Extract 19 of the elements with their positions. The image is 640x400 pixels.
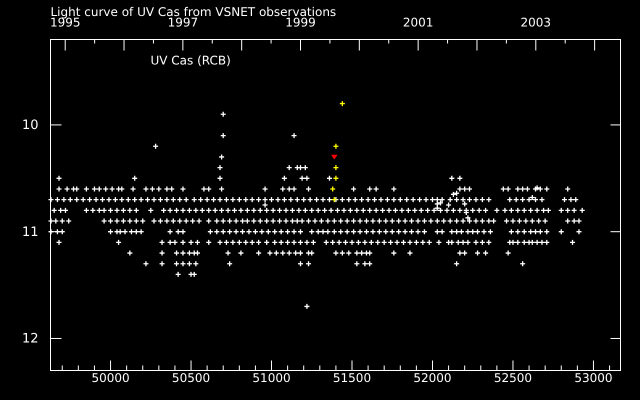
x-tick-label: 50000 [91, 371, 130, 386]
y-tick-label: 11 [22, 224, 38, 240]
y-tick-label: 12 [22, 332, 38, 347]
point [330, 186, 336, 192]
point [331, 154, 338, 160]
point [332, 164, 340, 171]
point [332, 143, 340, 150]
x-tick-label: 50500 [172, 371, 210, 386]
x-tick-label: 52000 [413, 371, 452, 386]
x-tick-label: 52500 [494, 371, 532, 386]
point [339, 100, 346, 107]
y-tick-label: 10 [22, 118, 38, 134]
x-tick-label: 51000 [252, 371, 291, 386]
x-tick-label: 51500 [332, 371, 372, 386]
point [332, 175, 340, 182]
x2-tick-label: 2001 [402, 16, 434, 30]
x-tick-label: 53000 [574, 371, 613, 386]
x2-tick-label: 2003 [520, 16, 552, 30]
annotation: UV Cas (RCB) [150, 54, 231, 68]
